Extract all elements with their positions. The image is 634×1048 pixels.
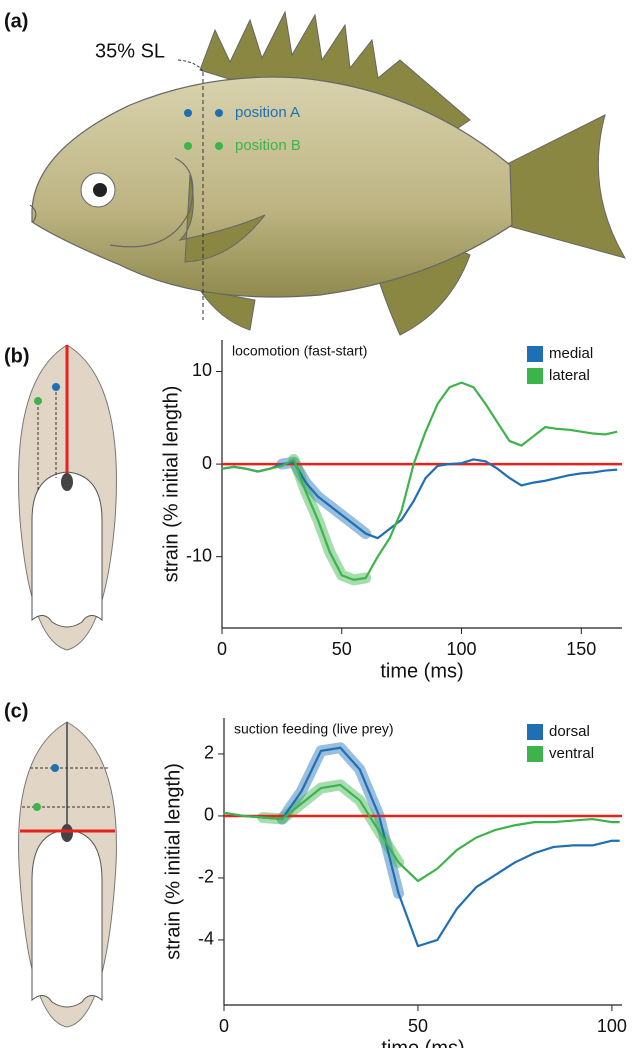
y-tick-label: 0 [204,805,214,825]
legend-label: lateral [549,367,590,384]
series-line [223,746,620,948]
legend-swatch [527,346,543,362]
panel-label: (b) [4,345,30,367]
x-tick-label: 0 [217,639,227,659]
cross-section-c [18,721,117,1028]
legend-swatch [527,724,543,740]
series-line [223,783,620,883]
x-axis-label: time (ms) [380,660,463,682]
y-axis-label: strain (% initial length) [162,763,184,960]
x-axis-label: time (ms) [381,1037,464,1048]
y-tick-label: -2 [198,867,214,887]
y-tick-label: -10 [186,545,212,565]
legend-label: dorsal [549,723,590,740]
position-b-label: position B [235,137,301,154]
legend-label: ventral [549,745,594,762]
legend-swatch [527,368,543,384]
x-tick-label: 100 [446,639,476,659]
x-tick-label: 50 [332,639,352,659]
x-tick-label: 0 [219,1016,229,1036]
legend-swatch [527,746,543,762]
chart-title: suction feeding (live prey) [234,721,394,737]
fish-illustration: 35% SL position A position B [29,10,627,336]
y-tick-label: -4 [198,929,214,949]
series-line [221,458,618,540]
series-line [221,381,618,581]
y-tick-label: 0 [202,453,212,473]
panel-label: (a) [4,10,28,32]
sl-annotation: 35% SL [95,40,165,62]
position-a-label: position A [235,104,300,121]
y-tick-label: 2 [204,743,214,763]
x-tick-label: 100 [597,1016,627,1036]
y-tick-label: 10 [192,360,212,380]
chart-title: locomotion (fast-start) [232,343,367,359]
cross-section-b [18,344,117,651]
legend-label: medial [549,345,593,362]
panel-label: (c) [4,700,28,722]
x-tick-label: 50 [408,1016,428,1036]
x-tick-label: 150 [566,639,596,659]
highlight-segment [257,779,405,868]
y-axis-label: strain (% initial length) [160,386,182,583]
